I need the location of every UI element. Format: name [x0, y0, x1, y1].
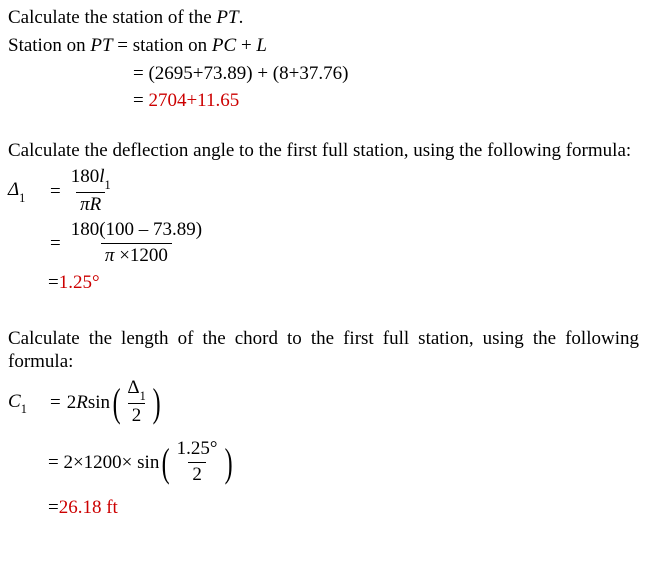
text: =: [48, 271, 59, 295]
eq-row: Δ1 = 180l1 πR: [8, 167, 639, 216]
left-paren-icon: (: [113, 383, 121, 423]
sec3-intro: Calculate the length of the chord to the…: [8, 327, 639, 375]
subscript: 1: [105, 178, 111, 192]
text: =: [48, 496, 59, 520]
eq-row: = 2×1200× sin ( 1.25° 2 ): [8, 439, 639, 486]
sec2-equation: Δ1 = 180l1 πR = 180(100 – 73.89) π ×1200…: [8, 167, 639, 295]
sec2-intro: Calculate the deflection angle to the fi…: [8, 139, 639, 163]
denominator: 2: [188, 462, 206, 486]
numerator: Δ1: [123, 378, 149, 403]
text: 2: [67, 391, 77, 415]
subscript: 1: [19, 191, 25, 205]
var-r: R: [76, 391, 88, 415]
var-r: R: [90, 194, 102, 215]
equals-sign: =: [48, 180, 67, 204]
var-delta: Δ: [127, 377, 139, 398]
fraction: 180(100 – 73.89) π ×1200: [67, 220, 206, 267]
numerator: 1.25°: [173, 439, 222, 462]
var-pc: PC: [212, 35, 236, 56]
numerator: 180l1: [67, 167, 115, 192]
eq-row: = 1.25°: [8, 271, 639, 295]
denominator: 2: [128, 403, 146, 427]
denominator: πR: [76, 192, 105, 216]
subscript: 1: [21, 402, 27, 416]
var-pt: PT: [90, 35, 112, 56]
equals-sign: =: [48, 391, 67, 415]
var-c: C: [8, 391, 21, 412]
paren-group: ( 1.25° 2 ): [159, 439, 235, 486]
var-pi: π: [80, 194, 90, 215]
left-paren-icon: (: [162, 443, 170, 483]
text: = 2×1200× sin: [48, 451, 159, 475]
text: +: [236, 35, 256, 56]
text: =: [133, 90, 148, 111]
eq-row: C1 = 2R sin ( Δ1 2 ): [8, 378, 639, 427]
fraction: 180l1 πR: [67, 167, 115, 216]
var-pt: PT: [216, 7, 238, 28]
right-paren-icon: ): [224, 443, 232, 483]
eq-lhs: C1: [8, 390, 48, 416]
fraction: 1.25° 2: [173, 439, 222, 486]
numerator: 180(100 – 73.89): [67, 220, 206, 243]
text: .: [239, 7, 244, 28]
text: ×1200: [114, 245, 167, 266]
sec3-equation: C1 = 2R sin ( Δ1 2 ) = 2×1200× sin ( 1.2…: [8, 378, 639, 520]
var-l: l: [99, 166, 104, 187]
sec1-line4: = 2704+11.65: [8, 89, 639, 113]
var-l: L: [256, 35, 267, 56]
text: Calculate the station of the: [8, 7, 216, 28]
text: 180: [71, 166, 100, 187]
result-value: 26.18 ft: [59, 496, 118, 520]
denominator: π ×1200: [101, 243, 172, 267]
var-delta: Δ: [8, 179, 19, 200]
result-value: 1.25°: [59, 271, 100, 295]
eq-row: = 26.18 ft: [8, 496, 639, 520]
right-paren-icon: ): [152, 383, 160, 423]
sin-fn: sin: [88, 391, 110, 415]
text: Station on: [8, 35, 90, 56]
sec1-line3: = (2695+73.89) + (8+37.76): [8, 62, 639, 86]
result-value: 2704+11.65: [148, 90, 239, 111]
text: = station on: [113, 35, 212, 56]
eq-lhs: Δ1: [8, 178, 48, 204]
sec1-line2: Station on PT = station on PC + L: [8, 34, 639, 58]
sec1-line1: Calculate the station of the PT.: [8, 6, 639, 30]
subscript: 1: [140, 389, 146, 403]
equals-sign: =: [48, 232, 67, 256]
eq-row: = 180(100 – 73.89) π ×1200: [8, 220, 639, 267]
fraction: Δ1 2: [123, 378, 149, 427]
paren-group: ( Δ1 2 ): [110, 378, 163, 427]
